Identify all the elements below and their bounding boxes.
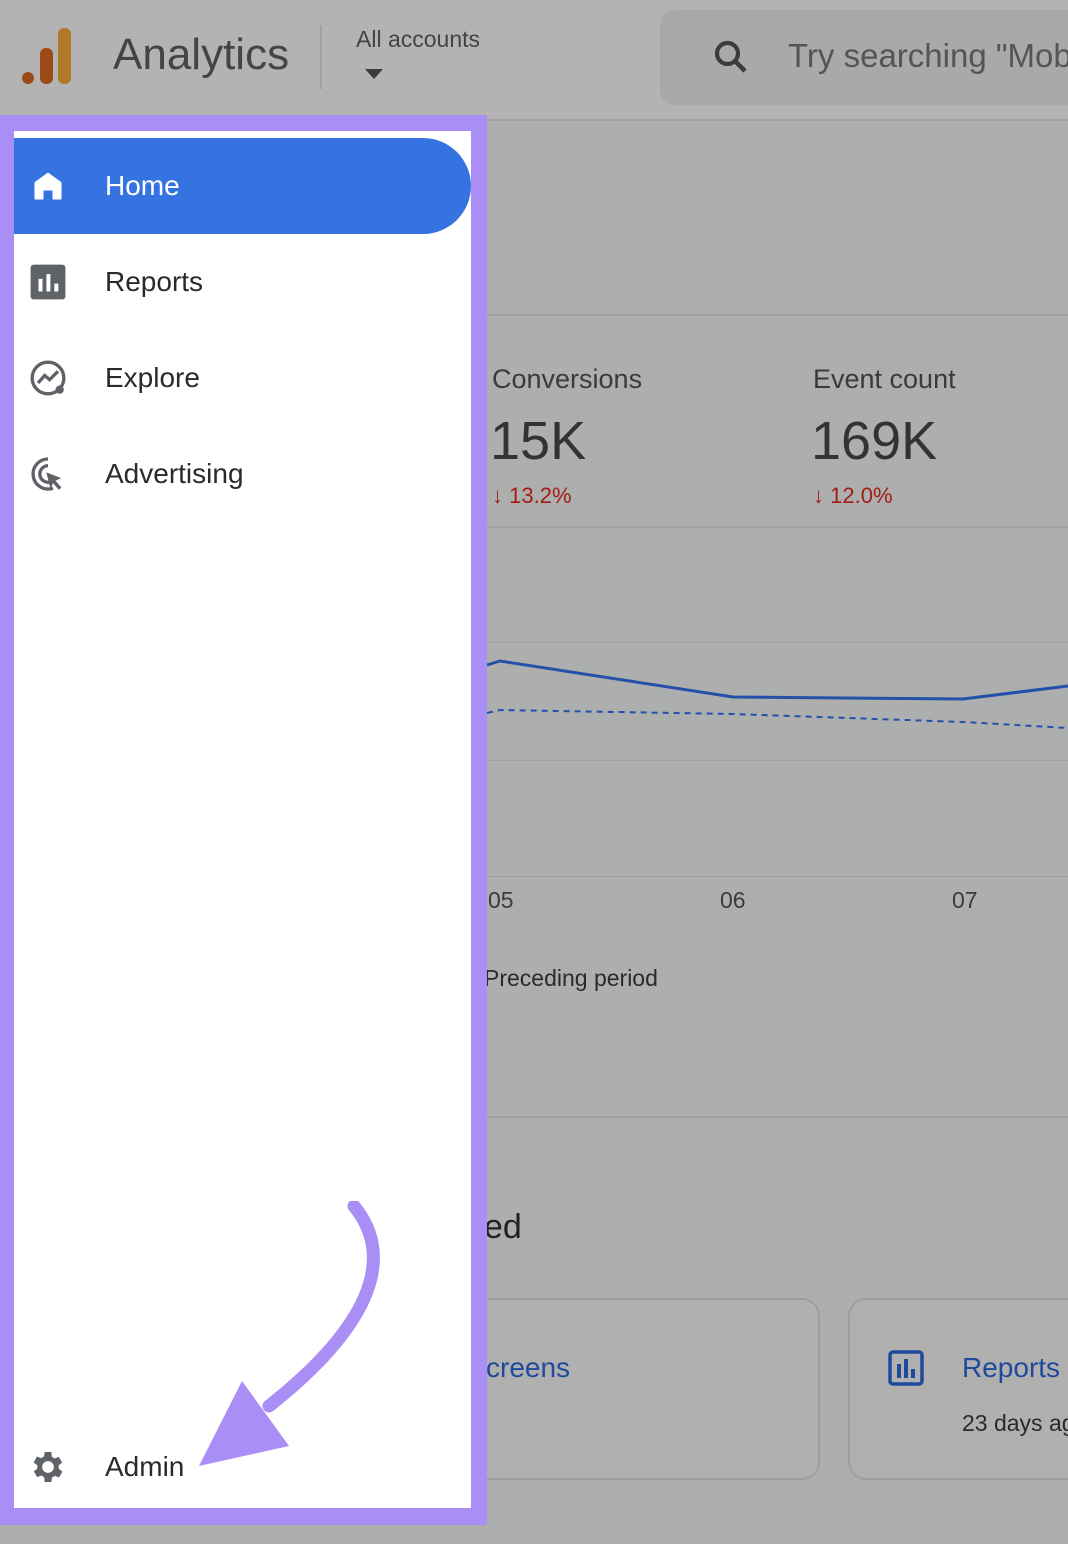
account-selector[interactable]: All accounts — [356, 26, 481, 52]
sidebar-item-label: Admin — [105, 1451, 185, 1482]
divider — [487, 314, 1068, 316]
search-icon — [714, 40, 747, 73]
x-tick: 05 — [488, 887, 514, 913]
caret-down-icon[interactable] — [365, 69, 383, 79]
search-bar[interactable] — [660, 10, 1068, 105]
recent-card[interactable]: Reports 23 days ag — [848, 1298, 1068, 1480]
current-period-line — [486, 659, 1068, 701]
sidebar-item-explore[interactable]: Explore — [14, 330, 471, 426]
gridline — [487, 642, 1068, 643]
bar-chart-icon — [28, 262, 68, 302]
sidebar-item-label: Advertising — [105, 458, 244, 489]
metric-value: 15K — [490, 411, 587, 471]
app-title: Analytics — [113, 30, 290, 79]
card-subtitle: 23 days ag — [962, 1410, 1068, 1436]
recent-card[interactable]: creens — [440, 1298, 820, 1480]
arrow-down-icon: ↓ — [813, 483, 831, 508]
section-heading: ed — [484, 1208, 522, 1246]
metric-label: Event count — [813, 364, 956, 394]
x-tick: 06 — [720, 887, 746, 913]
divider — [487, 526, 1068, 528]
bar-chart-icon — [888, 1350, 924, 1386]
arrow-down-icon: ↓ — [492, 483, 510, 508]
sidebar-item-label: Explore — [105, 362, 200, 393]
pointer-arrow-annotation — [199, 1201, 380, 1466]
explore-icon — [28, 358, 68, 398]
divider — [487, 1116, 1068, 1118]
x-tick: 07 — [952, 887, 978, 913]
metric-delta: ↓ 12.0% — [813, 483, 893, 508]
sidebar-item-home[interactable]: Home — [14, 138, 471, 234]
preceding-period-line — [486, 708, 1068, 729]
sidebar-item-label: Reports — [105, 266, 204, 297]
sidebar: Home Reports Explore Advertising Admin — [14, 131, 471, 1508]
metric-delta: ↓ 13.2% — [492, 483, 572, 508]
sidebar-item-advertising[interactable]: Advertising — [14, 426, 471, 522]
metric-label: Conversions — [492, 364, 643, 394]
card-title[interactable]: creens — [486, 1352, 571, 1383]
advertising-icon — [28, 454, 68, 494]
card-title[interactable]: Reports — [962, 1352, 1061, 1383]
home-icon — [28, 166, 68, 206]
gridline — [487, 760, 1068, 761]
header-divider — [320, 25, 322, 89]
search-input[interactable]: Try searching "Mobile — [788, 37, 1068, 74]
sidebar-item-admin[interactable]: Admin — [14, 1419, 471, 1515]
trend-chart — [486, 659, 1068, 729]
metric-value: 169K — [811, 411, 938, 471]
analytics-logo-icon — [22, 26, 76, 88]
legend-preceding-period: Preceding period — [484, 965, 658, 991]
sidebar-item-reports[interactable]: Reports — [14, 234, 471, 330]
sidebar-item-label: Home — [105, 170, 180, 201]
gear-icon — [28, 1447, 68, 1487]
top-header: Analytics All accounts Try searching "Mo… — [0, 0, 1068, 121]
axis-line — [487, 876, 1068, 877]
